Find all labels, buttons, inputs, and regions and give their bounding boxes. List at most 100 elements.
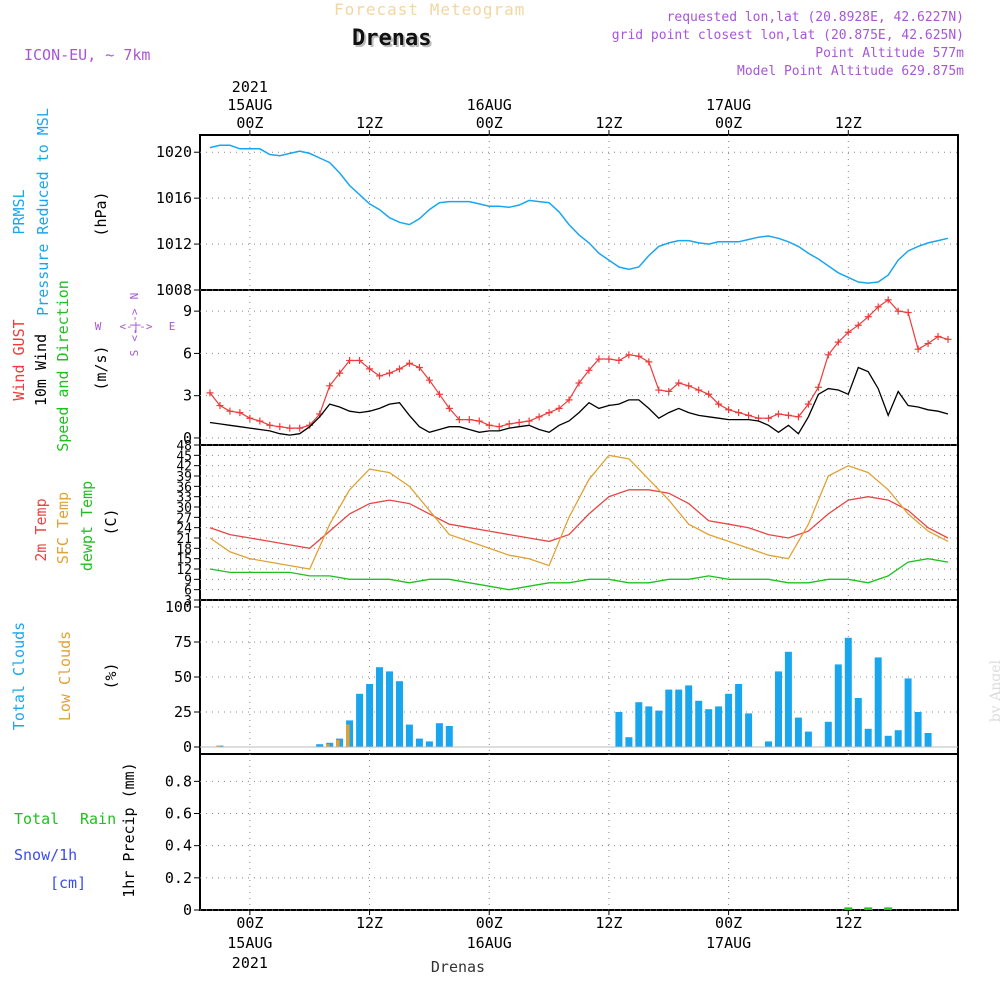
compass-arrows-h: <-|-> [119,320,152,333]
gust-line [209,299,949,429]
total-cloud-bar [874,657,882,747]
gust-point [784,411,792,419]
gust-point [366,365,374,373]
ytick-label: 100 [165,598,192,616]
gust-point [545,409,553,417]
bottom-time-label: 12Z [835,914,862,932]
compass-s: S [128,350,141,357]
total-cloud-bar [884,735,892,747]
gust-point [435,390,443,398]
gust-point [485,421,493,429]
gust-point [715,400,723,408]
ytick-label: 1020 [156,143,192,161]
gust-point [814,383,822,391]
gust-point [395,365,403,373]
top-year-label: 2021 [232,78,268,96]
gust-point [685,382,693,390]
gust-point [356,356,364,364]
gridpoint-coords: grid point closest lon,lat (20.875E, 42.… [611,28,964,43]
sfctemp-label: SFC Temp [54,492,72,564]
total-cloud-bar [745,713,753,747]
prmsl-label: PRMSL [10,189,28,234]
panel-frame-1 [199,289,959,446]
total-cloud-bar [695,700,703,747]
ytick-label: 75 [174,633,192,651]
gust-point [834,338,842,346]
top-time-label: 00Z [236,114,263,132]
gust-point [645,358,653,366]
low-cloud-bar [326,744,330,747]
gust-point [336,369,344,377]
ytick-label: 0 [183,738,192,756]
clouds-unit: (%) [102,662,120,689]
top-time-label: 12Z [595,114,622,132]
bottom-time-label: 00Z [715,914,742,932]
total-cloud-bar [894,730,902,747]
ytick-label: 9 [183,302,192,320]
rain-bar [884,907,893,910]
gust-point [236,409,244,417]
pressure-unit: (hPa) [92,191,110,236]
total-cloud-bar [425,741,433,747]
gust-point [286,424,294,432]
gust-point [675,379,683,387]
ytick-label: 0 [183,429,192,447]
gust-point [625,351,633,359]
ytick-label: 9 [184,573,192,588]
gust-point [276,423,284,431]
gust-point [874,303,882,311]
bottom-date-label: 15AUG [227,934,272,952]
total-cloud-bar [685,685,693,747]
rain-bar [844,907,853,910]
gust-point [296,424,304,432]
panel-frame-0 [199,134,959,291]
gust-point [794,413,802,421]
gust-point [844,328,852,336]
temp2m-label: 2m Temp [32,498,50,561]
low-cloud-bar [336,740,340,747]
total-cloud-bar [854,698,862,747]
total-cloud-bar [735,684,743,747]
grid-lines [194,135,958,911]
top-time-label: 12Z [356,114,383,132]
total-cloud-bar [834,664,842,747]
total-cloud-bar [824,721,832,747]
ytick-label: 24 [176,522,192,537]
ytick-label: 30 [176,501,192,516]
ytick-label: 12 [176,563,192,578]
gust-point [425,376,433,384]
requested-coords: requested lon,lat (20.8928E, 42.6227N) [666,10,964,25]
gust-point [376,372,384,380]
gust-point [386,369,393,377]
top-time-label: 12Z [835,114,862,132]
total-cloud-bar [625,737,633,747]
gust-point [535,413,543,421]
gust-point [216,402,224,410]
lowclouds-label: Low Clouds [56,631,74,721]
gust-point [226,407,234,415]
gust-point [735,409,743,417]
dewpt-label: dewpt Temp [78,481,96,571]
gust-point [824,351,832,359]
wind-dir-label: Speed and Direction [54,280,72,452]
sfctemp-line [209,454,949,570]
bottom-time-label: 00Z [236,914,263,932]
temp2m-line [209,489,949,549]
ytick-label: 45 [176,449,192,464]
gust-point [695,386,703,394]
total-cloud-bar [715,706,723,747]
wind10m-label: 10m Wind [32,334,50,406]
gust-point [445,404,453,412]
ytick-label: 0.4 [165,837,192,855]
wind10m-line [209,366,949,436]
gust-point [415,364,423,371]
chart-marks [200,144,958,910]
total-cloud-bar [765,741,772,747]
wind-unit: (m/s) [92,345,110,390]
bottom-time-label: 00Z [476,914,503,932]
gust-point [605,355,613,363]
total-cloud-bar [844,637,852,747]
total-cloud-bar [914,712,922,747]
total-cloud-bar [386,671,393,747]
axis-labels: 1008101210161020036936912151821242730333… [156,78,862,972]
